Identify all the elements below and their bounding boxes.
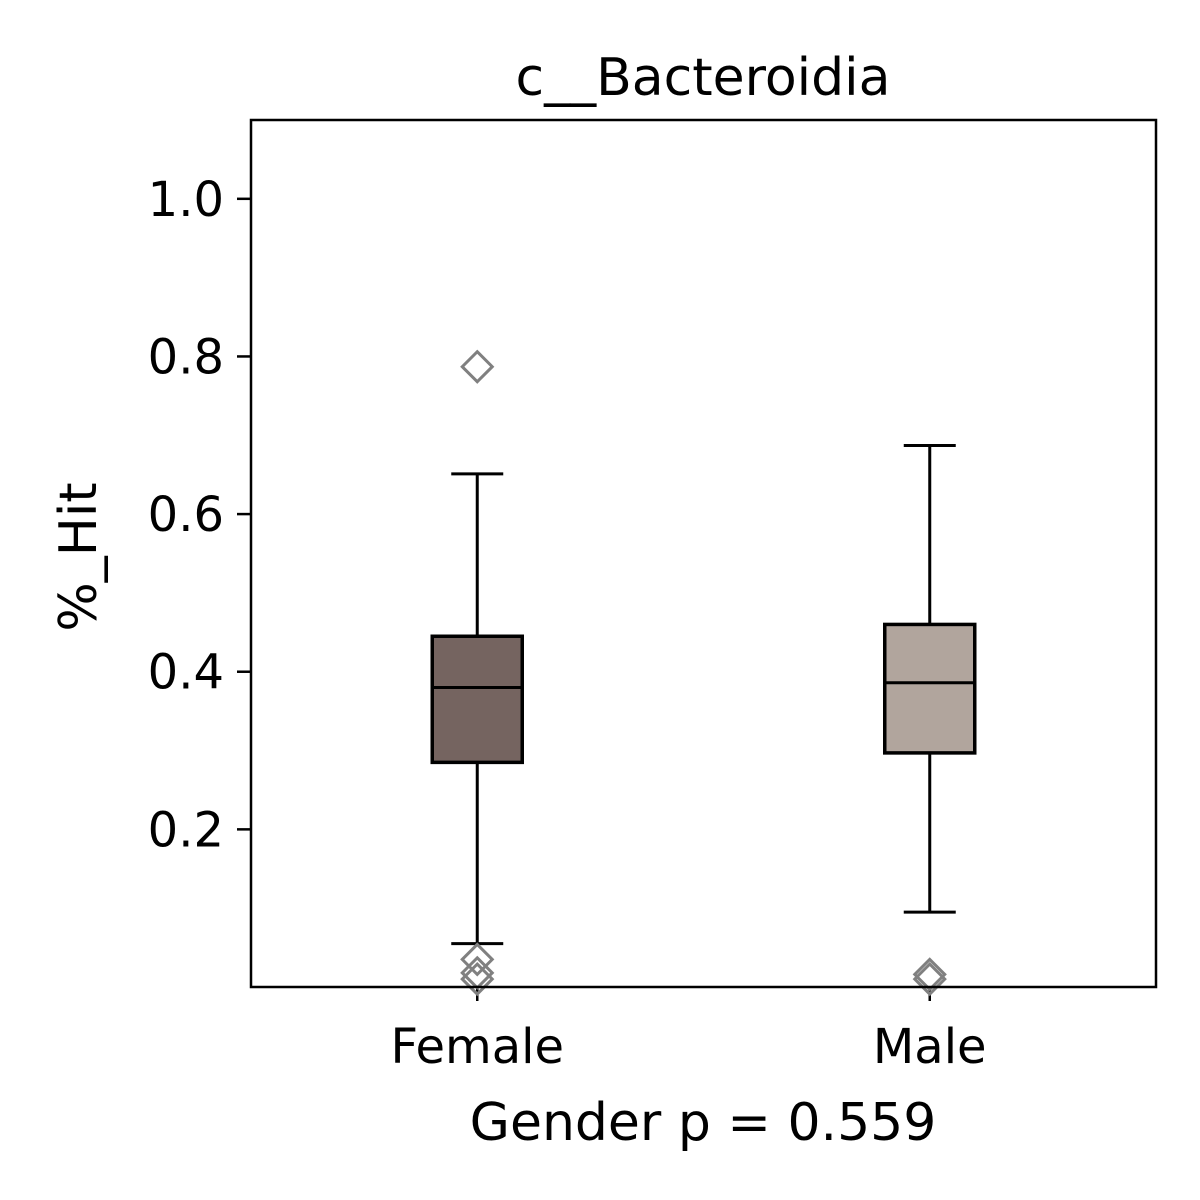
plot-frame xyxy=(249,118,1158,989)
chart-title: c__Bacteroidia xyxy=(516,48,891,108)
outlier-point xyxy=(460,349,495,384)
x-tick-label: Female xyxy=(390,1019,564,1075)
y-tick-label: 0.8 xyxy=(148,329,224,385)
iqr-box xyxy=(883,622,977,755)
outlier-point xyxy=(912,957,947,992)
box-male xyxy=(883,444,977,997)
box-female xyxy=(430,349,524,997)
y-axis: 0.2 0.4 0.6 0.8 1.0 xyxy=(148,172,251,858)
y-tick-label: 0.4 xyxy=(148,645,224,701)
y-axis-label: %_Hit xyxy=(49,482,109,631)
x-axis: Female Male xyxy=(390,987,987,1075)
y-tick-label: 0.2 xyxy=(148,802,224,858)
y-tick-label: 1.0 xyxy=(148,172,224,228)
outlier-point xyxy=(912,961,947,997)
outlier-point xyxy=(460,961,495,997)
x-tick-label: Male xyxy=(873,1019,987,1075)
outlier-point xyxy=(460,942,495,977)
x-axis-label: Gender p = 0.559 xyxy=(470,1093,937,1153)
y-tick-label: 0.6 xyxy=(148,487,224,543)
plot-marks xyxy=(430,349,977,997)
iqr-box xyxy=(430,634,524,765)
